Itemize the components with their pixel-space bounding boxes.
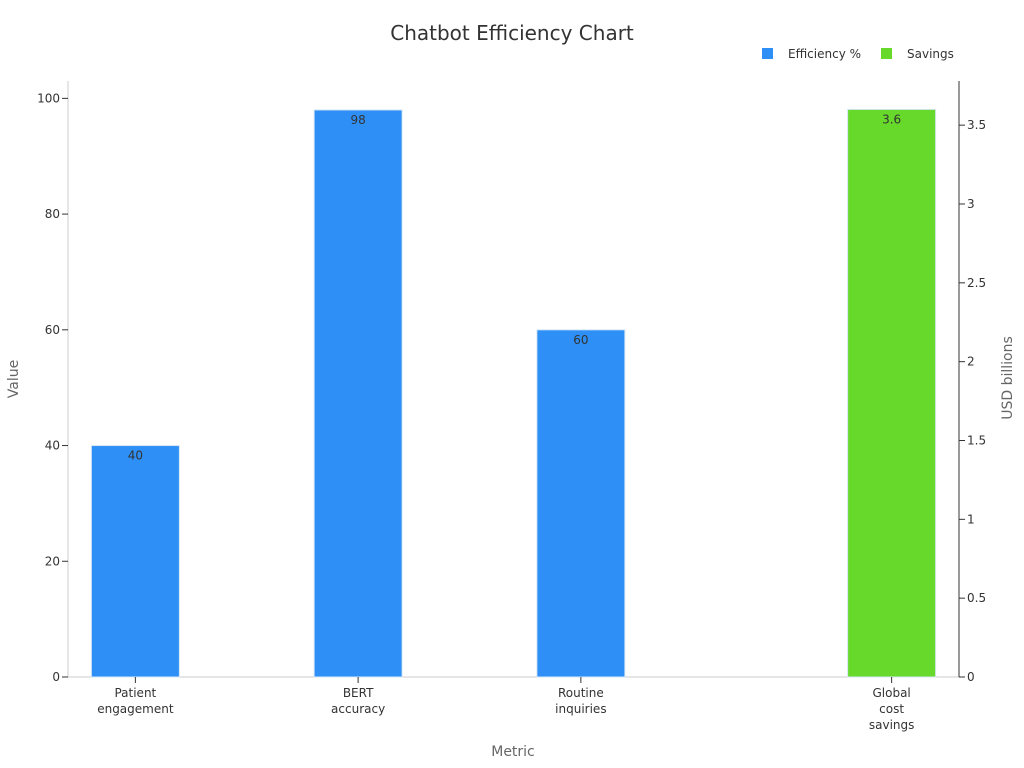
left-tick-label-3: 60 xyxy=(45,323,60,337)
left-tick-label-0: 0 xyxy=(52,670,60,684)
bar-efficiency-0[interactable] xyxy=(90,445,180,678)
right-tick-label-3: 1.5 xyxy=(967,433,986,447)
left-tick-label-2: 40 xyxy=(45,439,60,453)
data-label-efficiency-0: 40 xyxy=(128,449,143,463)
y-axis-left-title: Value xyxy=(6,360,22,398)
left-tick-label-1: 20 xyxy=(45,554,60,568)
right-tick-label-0: 0 xyxy=(967,670,975,684)
left-ticks-group: 0 20 40 60 80 100 xyxy=(37,91,68,684)
y-axis-right-title: USD billions xyxy=(1000,336,1016,420)
x-tick-label-1-0: BERT xyxy=(343,686,374,700)
legend-item-savings[interactable]: Savings xyxy=(881,47,954,61)
legend-swatch-savings xyxy=(881,48,892,59)
legend-item-efficiency[interactable]: Efficiency % xyxy=(762,47,861,61)
right-tick-label-4: 2 xyxy=(967,355,975,369)
data-label-efficiency-1: 98 xyxy=(350,113,365,127)
right-tick-label-6: 3 xyxy=(967,197,975,211)
x-tick-label-3-1: cost xyxy=(879,702,904,716)
right-tick-label-2: 1 xyxy=(967,512,975,526)
bar-efficiency-2[interactable] xyxy=(536,329,626,678)
x-tick-label-3-2: savings xyxy=(869,718,915,732)
chart-title: Chatbot Efficiency Chart xyxy=(390,21,634,45)
x-tick-label-0-1: engagement xyxy=(97,702,174,716)
data-label-savings-3: 3.6 xyxy=(882,112,901,126)
right-tick-label-7: 3.5 xyxy=(967,118,986,132)
bars-group: 40 98 60 3.6 xyxy=(90,108,937,678)
legend[interactable]: Efficiency % Savings xyxy=(762,47,954,61)
x-labels-group: Patient engagement BERT accuracy Routine inqu… xyxy=(97,677,914,732)
legend-label-savings: Savings xyxy=(907,47,954,61)
right-tick-label-1: 0.5 xyxy=(967,591,986,605)
x-tick-label-2-1: inquiries xyxy=(555,702,606,716)
legend-swatch-efficiency xyxy=(762,48,773,59)
x-tick-label-2-0: Routine xyxy=(558,686,604,700)
left-tick-label-4: 80 xyxy=(45,207,60,221)
x-tick-label-3-0: Global xyxy=(872,686,910,700)
right-tick-label-5: 2.5 xyxy=(967,276,986,290)
data-label-efficiency-2: 60 xyxy=(573,333,588,347)
right-ticks-group: 0 0.5 1 1.5 2 2.5 3 3.5 xyxy=(959,118,986,684)
x-tick-label-0-0: Patient xyxy=(114,686,156,700)
left-tick-label-5: 100 xyxy=(37,91,60,105)
x-axis-title: Metric xyxy=(491,744,535,760)
bar-savings-3[interactable] xyxy=(847,108,937,678)
legend-label-efficiency: Efficiency % xyxy=(788,47,861,61)
bar-efficiency-1[interactable] xyxy=(313,109,403,678)
x-tick-label-1-1: accuracy xyxy=(331,702,385,716)
